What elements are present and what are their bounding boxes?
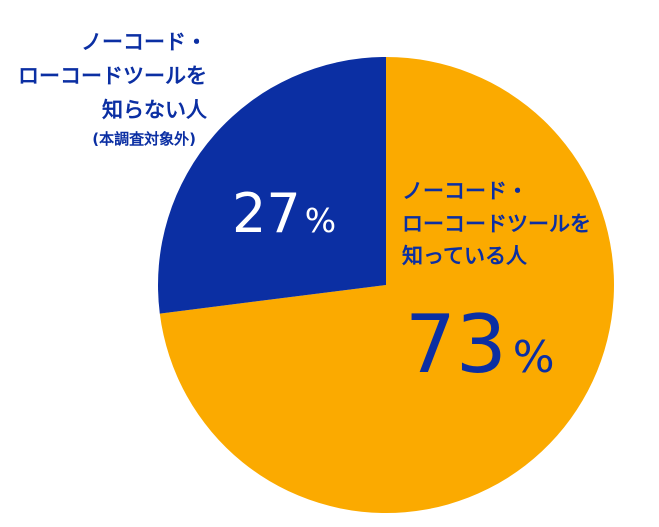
percent-number: 27 bbox=[232, 182, 301, 245]
slice-label-unaware: ノーコード・ ローコードツールを 知らない人 (本調査対象外) bbox=[18, 30, 207, 148]
percent-sign: % bbox=[305, 201, 336, 240]
slice-label-aware: ノーコード・ ローコードツールを 知っている人 bbox=[402, 179, 591, 268]
slice-sublabel: (本調査対象外) bbox=[92, 130, 196, 148]
pie-slice-aware bbox=[159, 57, 615, 513]
slice-label-line: ノーコード・ bbox=[402, 179, 528, 203]
percent-number: 73 bbox=[405, 298, 507, 391]
slice-label-line: ローコードツールを bbox=[18, 64, 207, 88]
slice-percent-aware: 73% bbox=[405, 298, 555, 391]
percent-sign: % bbox=[513, 332, 555, 383]
slice-label-line: ノーコード・ bbox=[81, 30, 207, 54]
pie-slice-unaware bbox=[158, 57, 386, 314]
slice-percent-unaware: 27% bbox=[232, 182, 336, 245]
slice-label-line: ローコードツールを bbox=[402, 212, 591, 236]
slice-label-line: 知っている人 bbox=[402, 244, 527, 268]
slice-label-line: 知らない人 bbox=[102, 98, 207, 122]
